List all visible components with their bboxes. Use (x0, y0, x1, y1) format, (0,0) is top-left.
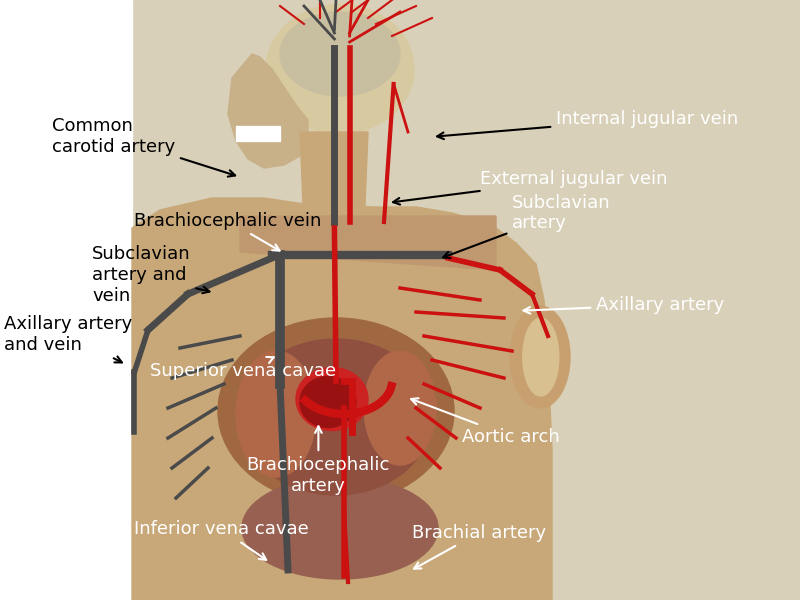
Ellipse shape (266, 4, 414, 133)
Ellipse shape (300, 377, 356, 427)
Text: External jugular vein: External jugular vein (393, 170, 667, 205)
Ellipse shape (242, 477, 438, 579)
Polygon shape (300, 132, 368, 228)
Text: Axillary artery: Axillary artery (523, 296, 724, 314)
Ellipse shape (296, 367, 368, 431)
Polygon shape (132, 198, 552, 600)
Text: Superior vena cavae: Superior vena cavae (150, 357, 337, 380)
Ellipse shape (218, 318, 454, 504)
Text: Subclavian
artery: Subclavian artery (443, 194, 610, 258)
Text: Brachiocephalic vein: Brachiocephalic vein (134, 212, 322, 251)
Polygon shape (228, 54, 308, 168)
Text: Aortic arch: Aortic arch (411, 398, 560, 446)
Ellipse shape (510, 306, 570, 408)
Bar (0, 0, 132, 600)
Text: Subclavian
artery and
vein: Subclavian artery and vein (92, 245, 210, 305)
Text: Common
carotid artery: Common carotid artery (52, 118, 235, 176)
Text: Internal jugular vein: Internal jugular vein (437, 110, 738, 139)
Ellipse shape (523, 318, 559, 396)
Ellipse shape (280, 12, 400, 96)
Text: Axillary artery
and vein: Axillary artery and vein (4, 316, 132, 362)
Bar (236, 126, 280, 141)
Text: Inferior vena cavae: Inferior vena cavae (134, 520, 309, 560)
Ellipse shape (240, 339, 432, 495)
Polygon shape (240, 216, 496, 270)
Text: Brachiocephalic
artery: Brachiocephalic artery (246, 427, 390, 494)
Ellipse shape (364, 351, 436, 465)
Text: Brachial artery: Brachial artery (412, 524, 546, 569)
Ellipse shape (236, 351, 316, 477)
